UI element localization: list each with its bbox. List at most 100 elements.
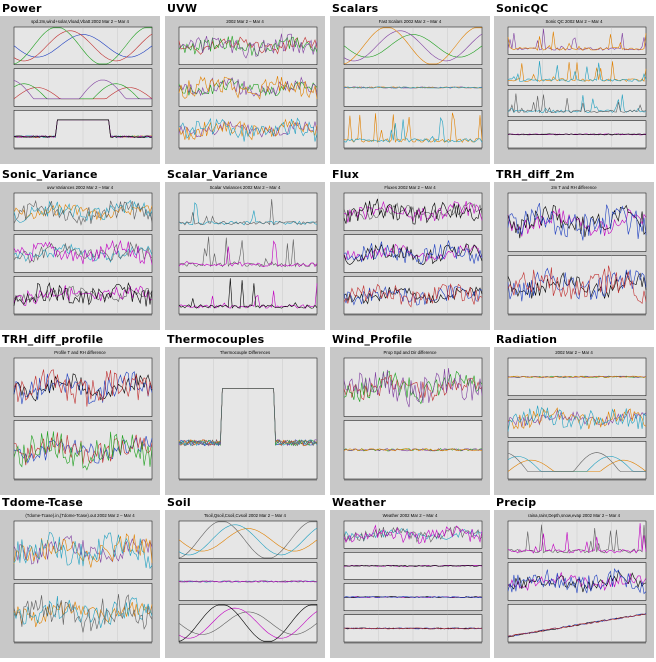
thumbnail-title[interactable]: Sonic_Variance: [2, 168, 98, 181]
plot-image[interactable]: (Tdome-Tcase).in,(Tdome-Tcase).out 2002 …: [0, 510, 160, 658]
plot-image[interactable]: Sonic QC 2002 Mar 2 – Mar 4: [494, 16, 654, 164]
plot-image[interactable]: spd.2m,wind+solar,Vload,Vbatt 2002 Mar 2…: [0, 16, 160, 164]
series-line: [343, 112, 483, 143]
thumbnail-title[interactable]: TRH_diff_profile: [2, 333, 104, 346]
series-line: [343, 524, 483, 544]
plot-subtitle: Weather 2002 Mar 2 – Mar 4: [383, 513, 438, 518]
plot-image[interactable]: 2002 Mar 2 – Mar 4: [165, 16, 325, 164]
series-line: [508, 93, 647, 114]
plot-image[interactable]: 2m T and RH difference: [494, 182, 654, 330]
series-line: [507, 271, 647, 300]
series-line: [343, 283, 483, 308]
plot-subtitle: Tsoil,Qsoil,Csoil,Cvsoil 2002 Mar 2 – Ma…: [204, 513, 287, 518]
series-line: [178, 524, 318, 556]
plot-image[interactable]: uvw Variances 2002 Mar 2 – Mar 4: [0, 182, 160, 330]
series-line: [343, 27, 482, 65]
thumbnail-title[interactable]: Tdome-Tcase: [2, 496, 83, 509]
plot-thumbnail[interactable]: Sonic_Variance uvw Variances 2002 Mar 2 –…: [0, 168, 162, 331]
plot-image[interactable]: raina,rainr,Depth,snow,evap 2002 Mar 2 –…: [494, 510, 654, 658]
series-line: [13, 34, 153, 58]
thumbnail-title[interactable]: SonicQC: [496, 2, 549, 15]
plot-thumbnail[interactable]: Tdome-Tcase (Tdome-Tcase).in,(Tdome-Tcase…: [0, 496, 162, 659]
plot-subtitle: Profile T and RH difference: [54, 350, 106, 355]
plot-subtitle: Prop Spd and Dir difference: [384, 350, 438, 355]
series-line: [507, 567, 647, 595]
plot-thumbnail[interactable]: Soil Tsoil,Qsoil,Csoil,Cvsoil 2002 Mar 2 …: [165, 496, 327, 659]
series-line: [507, 94, 647, 114]
plot-subtitle: Scalar Variances 2002 Mar 2 – Mar 4: [210, 185, 281, 190]
series-line: [178, 240, 318, 268]
series-line: [343, 202, 483, 222]
plot-thumbnail[interactable]: Radiation 2002 Mar 2 – Mar 4: [494, 333, 656, 496]
plot-image[interactable]: Fast Scalars 2002 Mar 2 – Mar 4: [330, 16, 490, 164]
plot-subtitle: 2m T and RH difference: [551, 185, 597, 190]
thumbnail-title[interactable]: UVW: [167, 2, 198, 15]
series-line: [13, 199, 153, 226]
series-line: [178, 76, 318, 97]
thumbnail-title[interactable]: Thermocouples: [167, 333, 265, 346]
plot-subtitle: spd.2m,wind+solar,Vload,Vbatt 2002 Mar 2…: [31, 19, 129, 24]
plot-subtitle: (Tdome-Tcase).in,(Tdome-Tcase).out 2002 …: [25, 513, 135, 518]
series-line: [13, 27, 152, 65]
thumbnail-title[interactable]: Flux: [332, 168, 360, 181]
plot-thumbnail[interactable]: Flux Fluxes 2002 Mar 2 – Mar 4: [330, 168, 492, 331]
plot-image[interactable]: Fluxes 2002 Mar 2 – Mar 4: [330, 182, 490, 330]
series-line: [178, 117, 318, 142]
plot-thumbnail[interactable]: TRH_diff_2m 2m T and RH difference: [494, 168, 656, 331]
series-line: [343, 34, 483, 58]
thumbnail-title[interactable]: Wind_Profile: [332, 333, 413, 346]
plot-image[interactable]: Tsoil,Qsoil,Csoil,Cvsoil 2002 Mar 2 – Ma…: [165, 510, 325, 658]
plot-image[interactable]: Scalar Variances 2002 Mar 2 – Mar 4: [165, 182, 325, 330]
plot-thumbnail[interactable]: UVW 2002 Mar 2 – Mar 4: [165, 2, 327, 165]
plot-image[interactable]: 2002 Mar 2 – Mar 4: [494, 347, 654, 495]
series-line: [178, 199, 318, 226]
series-line: [507, 133, 647, 136]
series-line: [13, 369, 153, 407]
plot-image[interactable]: Weather 2002 Mar 2 – Mar 4: [330, 510, 490, 658]
series-line: [178, 33, 318, 59]
thumbnail-title[interactable]: Power: [2, 2, 42, 15]
series-line: [13, 285, 153, 306]
series-line: [507, 452, 646, 472]
series-line: [507, 375, 647, 378]
thumbnail-title[interactable]: Scalars: [332, 2, 379, 15]
plot-image[interactable]: Thermocouple Differences: [165, 347, 325, 495]
series-line: [178, 611, 318, 635]
series-line: [343, 86, 483, 89]
series-line: [178, 36, 318, 55]
plot-thumbnail[interactable]: Precip raina,rainr,Depth,snow,evap 2002 M…: [494, 496, 656, 659]
plot-thumbnail[interactable]: Thermocouples Thermocouple Differences: [165, 333, 327, 496]
plot-image[interactable]: Prop Spd and Dir difference: [330, 347, 490, 495]
thumbnail-title[interactable]: Precip: [496, 496, 537, 509]
series-line: [13, 531, 153, 570]
series-line: [343, 116, 483, 143]
series-line: [507, 405, 647, 432]
plot-thumbnail[interactable]: TRH_diff_profile Profile T and RH differe…: [0, 333, 162, 496]
plot-image[interactable]: Profile T and RH difference: [0, 347, 160, 495]
thumbnail-title[interactable]: Scalar_Variance: [167, 168, 268, 181]
series-line: [507, 613, 647, 637]
series-line: [343, 367, 483, 408]
series-line: [507, 265, 647, 305]
plot-thumbnail[interactable]: Scalars Fast Scalars 2002 Mar 2 – Mar 4: [330, 2, 492, 165]
thumbnail-title[interactable]: Soil: [167, 496, 191, 509]
series-line: [13, 203, 153, 221]
plot-thumbnail[interactable]: Wind_Profile Prop Spd and Dir difference: [330, 333, 492, 496]
thumbnail-title[interactable]: Weather: [332, 496, 386, 509]
series-line: [178, 528, 318, 552]
plot-subtitle: 2002 Mar 2 – Mar 4: [226, 19, 264, 24]
series-line: [13, 601, 153, 628]
thumbnail-title[interactable]: TRH_diff_2m: [496, 168, 575, 181]
series-line: [13, 593, 153, 633]
series-line: [343, 596, 483, 598]
plot-subtitle: Thermocouple Differences: [220, 350, 270, 355]
plot-thumbnail[interactable]: Scalar_Variance Scalar Variances 2002 Mar…: [165, 168, 327, 331]
series-line: [178, 278, 318, 309]
series-line: [344, 564, 482, 567]
plot-thumbnail[interactable]: Weather Weather 2002 Mar 2 – Mar 4: [330, 496, 492, 659]
series-line: [178, 604, 317, 642]
plot-thumbnail[interactable]: SonicQC Sonic QC 2002 Mar 2 – Mar 4: [494, 2, 656, 165]
series-line: [13, 285, 153, 303]
plot-thumbnail[interactable]: Power spd.2m,wind+solar,Vload,Vbatt 2002 …: [0, 2, 162, 165]
thumbnail-title[interactable]: Radiation: [496, 333, 558, 346]
